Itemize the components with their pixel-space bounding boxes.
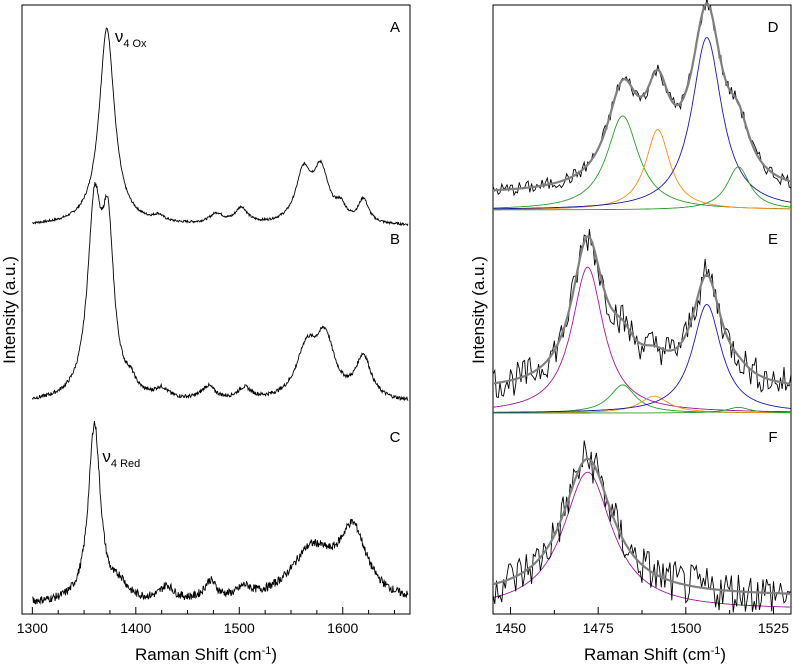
measured-spectrum-f [492,440,791,613]
envelope-fit-f [492,457,792,595]
right-x-axis: 1450 1475 1500 1525 [495,607,789,636]
panel-label-b: B [390,231,400,248]
fit-component-e-1 [492,266,791,413]
right-x-tick-label: 1450 [495,620,526,636]
panel-labels: Aν4 Ox B Cν4 Red D E F [102,19,778,470]
left-x-tick-label: 1600 [327,620,358,636]
envelope-fit-d [492,2,792,192]
spectrum-b [31,182,409,402]
spectrum-a [32,27,409,227]
left-plot-frame [21,4,411,615]
fit-component-d-2 [493,129,791,210]
measured-spectrum-d [492,0,792,197]
left-y-axis-title: Intensity (a.u.) [0,256,19,364]
left-x-tick-label: 1500 [224,620,255,636]
panel-label-f: F [768,429,777,446]
panel-label-c: C [390,429,401,446]
panel-label-a: A [390,19,400,36]
spectrum-c [32,421,409,606]
left-x-tick-label: 1300 [17,620,48,636]
left-x-axis: 1300 1400 1500 1600 [17,607,395,636]
fit-component-e-4 [493,304,792,413]
panel-label-d: D [768,19,779,36]
left-x-axis-title: Raman Shift (cm-1) [135,645,277,664]
panel-label-e: E [768,231,778,248]
measured-spectrum-e [492,229,792,399]
peak-annotation-c: ν4 Red [102,447,140,470]
right-x-tick-label: 1525 [758,620,789,636]
right-y-axis-title: Intensity (a.u.) [469,256,488,364]
fit-component-d-3 [492,37,792,210]
right-x-tick-label: 1475 [583,620,614,636]
fit-component-e-5 [493,406,791,414]
right-x-axis-title: Raman Shift (cm-1) [584,645,726,664]
right-spectra [492,0,792,613]
fit-component-f-1 [492,471,791,608]
envelope-fit-e [492,235,792,385]
left-spectra [31,27,409,606]
fit-component-d-4 [493,166,792,211]
right-x-tick-label: 1500 [670,620,701,636]
left-x-tick-label: 1400 [120,620,151,636]
peak-annotation-a: ν4 Ox [115,27,147,50]
fit-component-e-3 [493,395,791,414]
